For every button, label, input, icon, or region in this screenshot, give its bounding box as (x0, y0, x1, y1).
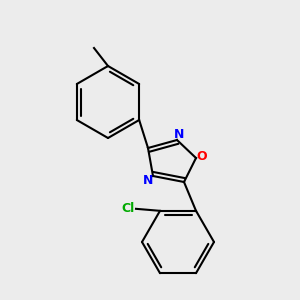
Text: O: O (197, 151, 207, 164)
Text: Cl: Cl (122, 202, 135, 215)
Text: N: N (143, 175, 153, 188)
Text: N: N (174, 128, 184, 142)
